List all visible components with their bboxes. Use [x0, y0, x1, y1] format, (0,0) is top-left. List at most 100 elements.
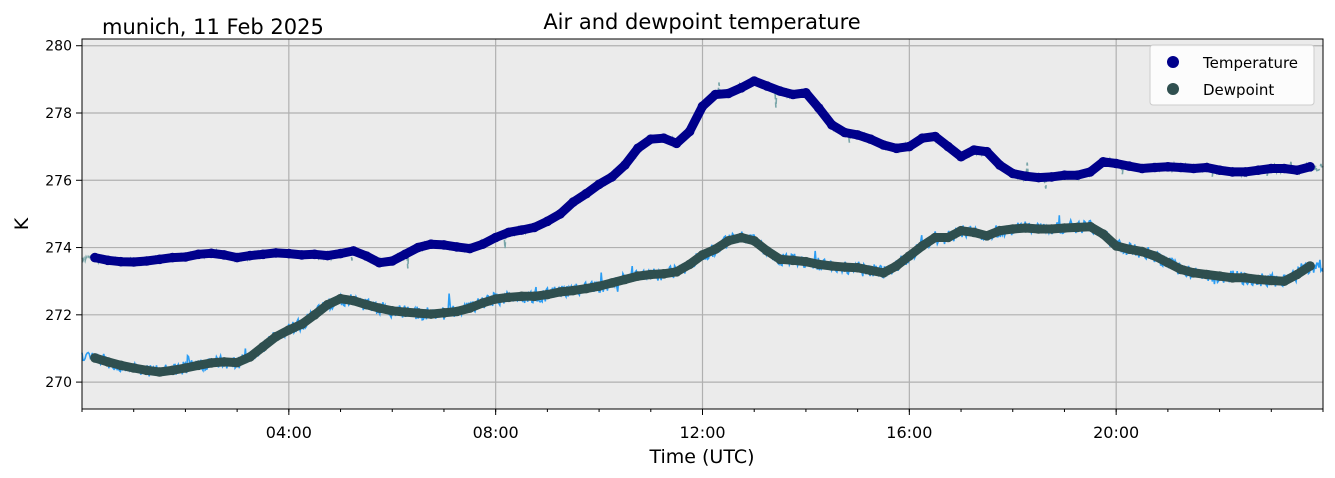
data-point-temperature	[930, 131, 940, 142]
data-point-dewpoint	[309, 310, 320, 320]
y-tick-label: 278	[45, 106, 72, 122]
y-tick-label: 276	[45, 173, 72, 189]
data-point-temperature	[167, 252, 178, 263]
data-point-dewpoint	[1279, 276, 1289, 287]
data-point-temperature	[620, 160, 630, 170]
data-point-dewpoint	[503, 292, 514, 303]
data-point-temperature	[1253, 165, 1264, 175]
data-point-temperature	[684, 126, 695, 137]
data-point-dewpoint	[1098, 229, 1108, 239]
data-point-temperature	[1059, 170, 1070, 180]
data-point-temperature	[904, 141, 915, 152]
data-point-temperature	[607, 172, 617, 182]
data-point-dewpoint	[581, 283, 591, 294]
data-point-dewpoint	[723, 236, 734, 246]
data-point-dewpoint	[374, 303, 385, 313]
data-point-temperature	[516, 225, 527, 235]
data-point-temperature	[1240, 167, 1251, 177]
data-point-dewpoint	[1008, 224, 1018, 234]
data-point-temperature	[852, 130, 863, 140]
data-point-dewpoint	[1072, 222, 1083, 233]
data-point-dewpoint	[426, 309, 436, 319]
data-point-temperature	[400, 249, 411, 260]
data-point-dewpoint	[878, 268, 889, 278]
data-point-dewpoint	[1292, 269, 1302, 280]
data-point-temperature	[1137, 163, 1147, 174]
data-point-temperature	[503, 227, 514, 238]
legend-label-temperature: Temperature	[1202, 54, 1298, 72]
data-point-dewpoint	[322, 299, 333, 310]
data-point-temperature	[439, 240, 449, 250]
data-point-temperature	[141, 256, 152, 266]
data-point-temperature	[1163, 162, 1173, 172]
data-point-dewpoint	[749, 236, 759, 246]
data-point-dewpoint	[620, 274, 630, 285]
legend-label-dewpoint: Dewpoint	[1203, 81, 1274, 99]
data-point-temperature	[1124, 161, 1134, 171]
data-point-temperature	[1214, 165, 1225, 175]
data-point-temperature	[1305, 162, 1315, 172]
data-point-temperature	[581, 188, 591, 199]
data-point-temperature	[969, 145, 979, 155]
data-point-dewpoint	[633, 271, 643, 281]
data-point-dewpoint	[167, 365, 178, 376]
data-point-temperature	[1150, 162, 1160, 173]
data-point-dewpoint	[982, 231, 992, 241]
x-axis-label: Time (UTC)	[648, 446, 754, 468]
data-point-temperature	[710, 89, 721, 100]
data-point-temperature	[762, 81, 772, 91]
data-point-dewpoint	[658, 269, 669, 279]
data-point-dewpoint	[284, 325, 294, 335]
data-point-temperature	[426, 239, 436, 249]
data-point-temperature	[477, 239, 488, 249]
data-point-dewpoint	[193, 360, 204, 371]
chart-title: Air and dewpoint temperature	[543, 10, 860, 34]
data-point-dewpoint	[490, 294, 501, 304]
data-point-temperature	[180, 252, 191, 262]
data-point-dewpoint	[232, 357, 242, 368]
data-point-dewpoint	[516, 291, 527, 302]
data-point-dewpoint	[219, 357, 229, 367]
data-point-temperature	[827, 120, 837, 130]
data-point-dewpoint	[180, 363, 191, 373]
data-point-temperature	[878, 140, 889, 150]
series-temperature	[90, 76, 1315, 268]
data-point-dewpoint	[1266, 275, 1277, 286]
data-point-dewpoint	[1046, 224, 1057, 234]
data-point-temperature	[387, 256, 398, 266]
data-point-dewpoint	[1253, 274, 1264, 285]
legend-marker-dewpoint	[1167, 83, 1179, 95]
data-point-temperature	[723, 88, 734, 99]
data-point-temperature	[206, 248, 217, 259]
data-point-dewpoint	[477, 298, 488, 308]
data-point-temperature	[1046, 172, 1057, 182]
data-point-temperature	[775, 86, 785, 96]
data-point-temperature	[271, 248, 281, 258]
data-point-temperature	[658, 133, 669, 143]
data-point-dewpoint	[1033, 224, 1044, 234]
data-point-dewpoint	[1020, 223, 1031, 233]
data-point-dewpoint	[141, 365, 152, 376]
data-point-temperature	[891, 143, 902, 154]
data-point-temperature	[452, 242, 462, 252]
data-point-temperature	[1008, 168, 1018, 179]
x-tick-label: 12:00	[679, 423, 725, 442]
data-point-dewpoint	[736, 232, 747, 243]
data-point-dewpoint	[361, 299, 372, 310]
x-tick-label: 08:00	[473, 423, 519, 442]
data-point-dewpoint	[1085, 221, 1096, 232]
data-point-dewpoint	[1111, 241, 1121, 251]
legend-box	[1149, 44, 1315, 106]
data-point-dewpoint	[710, 244, 721, 254]
data-point-temperature	[1176, 162, 1186, 173]
data-point-dewpoint	[116, 360, 126, 371]
data-point-dewpoint	[1227, 273, 1238, 283]
data-point-dewpoint	[154, 367, 165, 377]
data-point-temperature	[1085, 167, 1096, 177]
data-point-temperature	[322, 250, 333, 261]
y-axis-label: K	[11, 217, 33, 230]
data-point-temperature	[982, 146, 992, 157]
data-point-dewpoint	[1124, 244, 1134, 254]
data-point-temperature	[154, 254, 165, 265]
data-point-temperature	[245, 250, 255, 261]
